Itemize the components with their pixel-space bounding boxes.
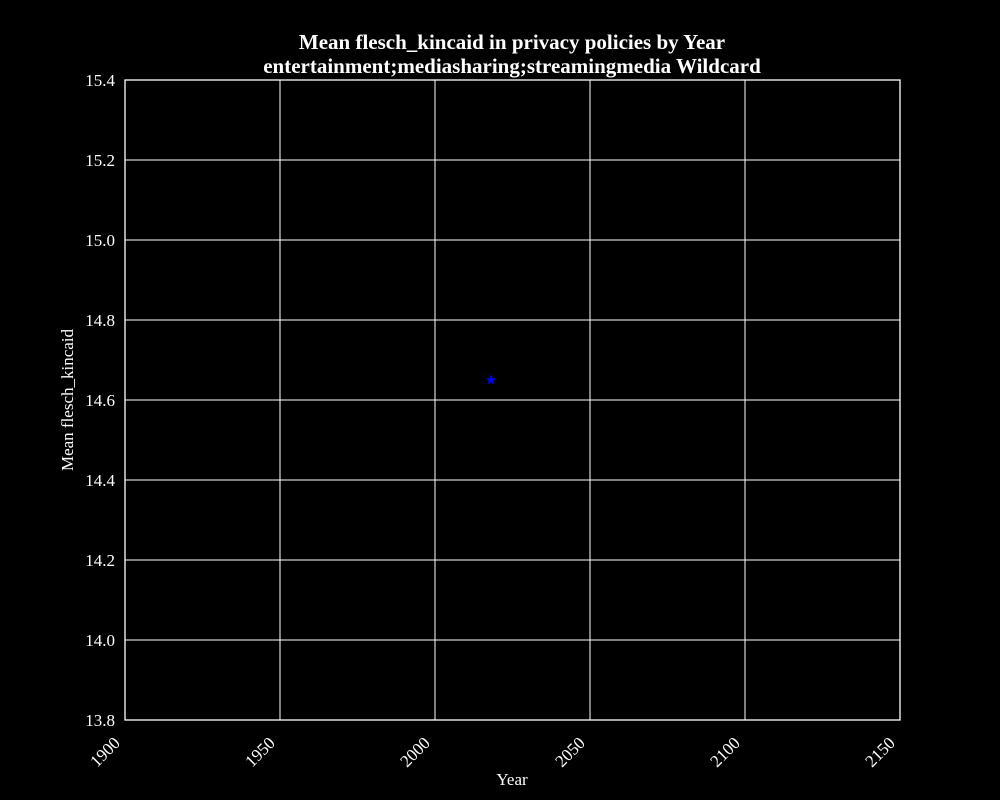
data-point-star <box>485 374 496 385</box>
plot-frame <box>124 79 901 721</box>
x-tick-label: 2150 <box>861 733 898 770</box>
data-points <box>485 374 496 385</box>
x-tick-label: 1900 <box>86 733 123 770</box>
x-tick-label: 1950 <box>241 733 278 770</box>
x-tick-label: 2100 <box>706 733 743 770</box>
y-tick-label: 15.2 <box>85 151 115 170</box>
y-tick-label: 15.0 <box>85 231 115 250</box>
y-axis-label: Mean flesch_kincaid <box>58 328 77 471</box>
x-axis-label: Year <box>496 770 528 789</box>
x-axis-ticks: 1900 1950 2000 2050 2100 2150 <box>86 733 898 770</box>
chart-title: Mean flesch_kincaid in privacy policies … <box>299 30 725 54</box>
x-tick-label: 2000 <box>396 733 433 770</box>
y-tick-label: 14.6 <box>85 391 115 410</box>
y-tick-label: 13.8 <box>85 711 115 730</box>
x-tick-label: 2050 <box>551 733 588 770</box>
y-tick-label: 14.4 <box>85 471 115 490</box>
grid-lines <box>124 79 901 721</box>
y-tick-label: 14.0 <box>85 631 115 650</box>
y-tick-label: 15.4 <box>85 71 115 90</box>
y-tick-label: 14.2 <box>85 551 115 570</box>
y-axis-ticks: 13.8 14.0 14.2 14.4 14.6 14.8 15.0 15.2 15.4 <box>85 71 115 730</box>
y-tick-label: 14.8 <box>85 311 115 330</box>
chart-subtitle: entertainment;mediasharing;streamingmedi… <box>263 54 761 78</box>
